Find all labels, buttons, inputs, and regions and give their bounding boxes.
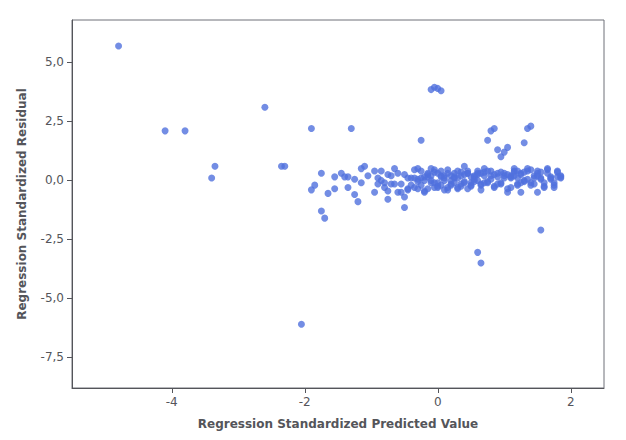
svg-text:-5,0: -5,0 [41,291,64,305]
svg-text:-7,5: -7,5 [41,350,64,364]
svg-text:-4: -4 [166,395,178,409]
svg-text:0: 0 [434,395,442,409]
svg-text:Regression Standardized Predic: Regression Standardized Predicted Value [198,417,478,431]
svg-text:5,0: 5,0 [45,55,64,69]
svg-text:0,0: 0,0 [45,173,64,187]
svg-text:Regression Standardized Residu: Regression Standardized Residual [15,88,29,320]
svg-text:-2: -2 [299,395,311,409]
svg-text:2,5: 2,5 [45,114,64,128]
svg-text:2: 2 [567,395,575,409]
svg-text:-2,5: -2,5 [41,232,64,246]
